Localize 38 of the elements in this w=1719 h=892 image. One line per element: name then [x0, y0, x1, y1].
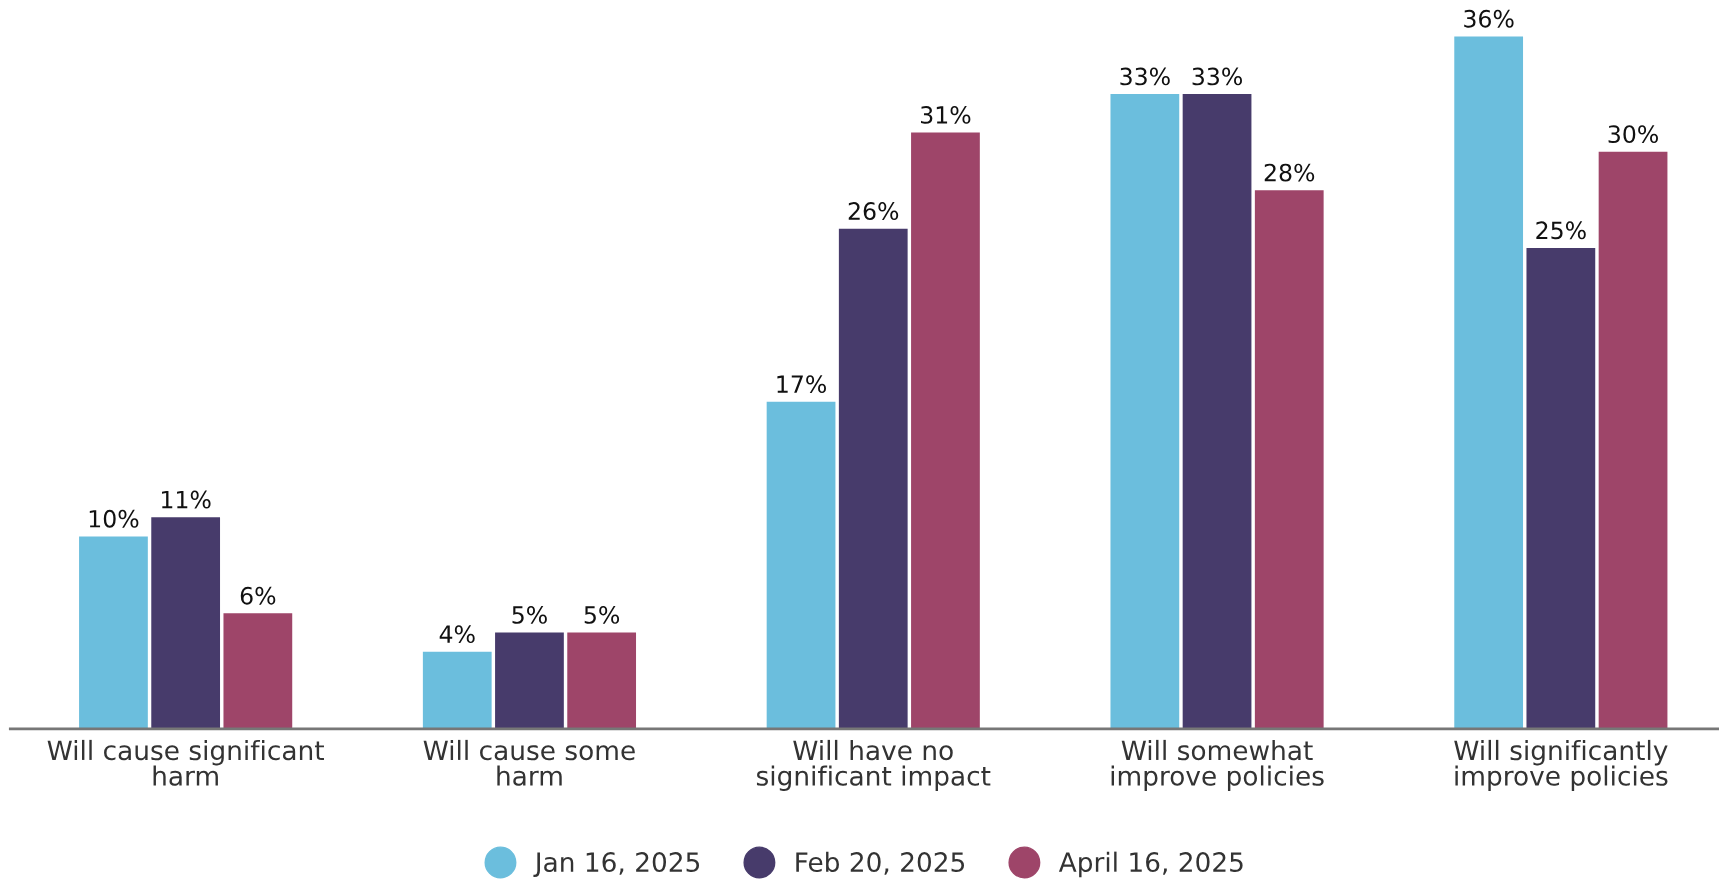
bar — [838, 228, 908, 729]
bar — [422, 651, 492, 729]
data-label: 28% — [1264, 163, 1315, 182]
bar — [766, 401, 836, 729]
legend-label: April 16, 2025 — [1058, 851, 1243, 878]
bar — [223, 613, 293, 729]
bar — [1254, 190, 1324, 729]
x-tick-label: Will have no significant impact — [756, 739, 991, 791]
data-label: 30% — [1608, 125, 1658, 144]
data-label: 25% — [1536, 221, 1586, 240]
data-label: 4% — [439, 625, 475, 644]
data-label: 11% — [162, 490, 211, 509]
data-label: 26% — [848, 202, 899, 220]
bar — [1598, 151, 1668, 729]
legend-label: Feb 20, 2025 — [796, 851, 965, 875]
data-label: 10% — [89, 509, 139, 528]
bar — [1454, 36, 1524, 729]
bar — [911, 132, 980, 729]
bar — [151, 517, 221, 729]
bar — [495, 632, 564, 729]
data-label: 33% — [1120, 67, 1170, 86]
x-tick-label: Will cause significant harm — [47, 739, 324, 786]
bar — [79, 536, 148, 729]
data-label: 31% — [921, 105, 971, 124]
data-label: 17% — [777, 375, 826, 394]
data-label: 5% — [584, 606, 620, 624]
bar — [1110, 94, 1180, 729]
data-label: 6% — [240, 586, 276, 605]
x-tick-label: Will somewhat improve policies — [1111, 739, 1324, 791]
legend-label: Jan 16, 2025 — [533, 852, 700, 877]
bar — [567, 632, 637, 729]
x-tick-label: Will cause some harm — [423, 739, 635, 786]
bar — [1526, 247, 1596, 729]
bar — [1182, 94, 1252, 729]
x-tick-label: Will significantly improve policies — [1454, 739, 1668, 791]
data-label: 5% — [512, 606, 547, 624]
data-label: 36% — [1464, 9, 1514, 28]
data-label: 33% — [1192, 67, 1242, 86]
